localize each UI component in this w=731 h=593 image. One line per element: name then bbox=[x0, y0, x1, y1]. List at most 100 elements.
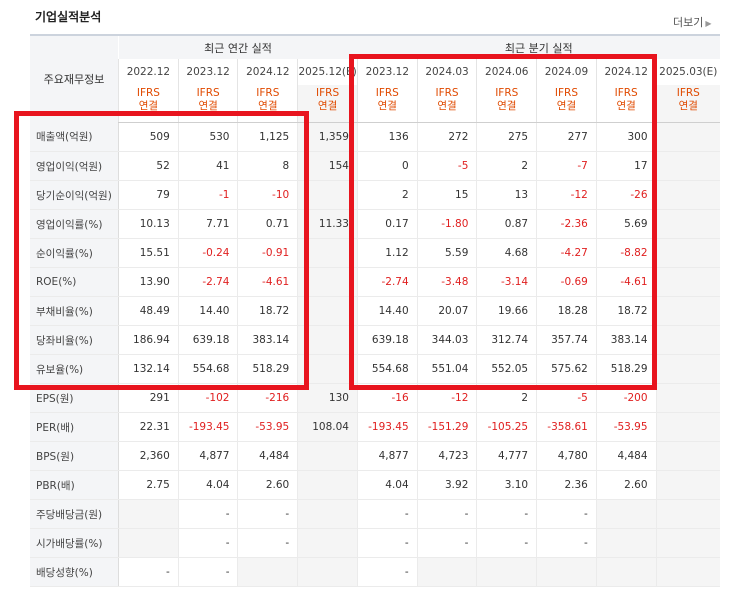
table-cell: 357.74 bbox=[536, 325, 597, 355]
basis-standard: IFRS bbox=[256, 87, 280, 99]
period-header: 2024.12 bbox=[237, 59, 298, 85]
table-cell: - bbox=[177, 528, 238, 558]
table-cell: -3.14 bbox=[476, 267, 537, 297]
table-cell: -151.29 bbox=[416, 412, 477, 442]
table-cell: - bbox=[476, 499, 537, 529]
row-label: 매출액(억원) bbox=[30, 122, 120, 152]
row-label: ROE(%) bbox=[30, 267, 120, 297]
chevron-right-icon: ▶ bbox=[705, 19, 712, 28]
table-cell: 48.49 bbox=[118, 296, 179, 326]
basis-header: IFRS 연결 bbox=[297, 85, 358, 123]
table-cell: -102 bbox=[177, 383, 238, 413]
row-label: 유보율(%) bbox=[30, 354, 120, 384]
table-cell: -1.80 bbox=[416, 209, 477, 239]
table-cell: -53.95 bbox=[237, 412, 298, 442]
period-header: 2024.09 bbox=[536, 59, 597, 85]
period-header: 2025.12(E) bbox=[297, 59, 358, 85]
table-cell: 15 bbox=[416, 180, 477, 210]
basis-standard: IFRS bbox=[614, 87, 638, 99]
basis-scope: 연결 bbox=[616, 100, 636, 112]
period-header: 2025.03(E) bbox=[655, 59, 720, 85]
table-cell: 136 bbox=[356, 122, 418, 152]
table-cell: 41 bbox=[177, 151, 238, 181]
table-cell: 4,877 bbox=[356, 441, 418, 471]
table-cell: 14.40 bbox=[177, 296, 238, 326]
basis-scope: 연결 bbox=[198, 100, 218, 112]
table-cell: 18.72 bbox=[237, 296, 298, 326]
row-label: 당좌비율(%) bbox=[30, 325, 120, 355]
basis-header: IFRS 연결 bbox=[356, 85, 418, 123]
basis-standard: IFRS bbox=[554, 87, 579, 99]
table-cell: -216 bbox=[237, 383, 298, 413]
row-label: 영업이익(억원) bbox=[30, 151, 120, 181]
more-link[interactable]: 더보기 ▶ bbox=[673, 14, 712, 30]
table-cell: 0.71 bbox=[237, 209, 298, 239]
period-header: 2023.12 bbox=[177, 59, 238, 85]
table-cell: 108.04 bbox=[297, 412, 358, 442]
table-cell: -53.95 bbox=[595, 412, 657, 442]
financial-table: 주요재무정보 최근 연간 실적 최근 분기 실적 2022.12 2023.12 2… bbox=[30, 34, 720, 587]
label-header: 주요재무정보 bbox=[30, 34, 119, 123]
table-cell: -12 bbox=[536, 180, 597, 210]
table-cell: 17 bbox=[595, 151, 657, 181]
row-label: 시가배당률(%) bbox=[30, 528, 120, 558]
table-cell bbox=[297, 499, 358, 529]
table-cell bbox=[297, 441, 358, 471]
table-cell: 3.92 bbox=[416, 470, 477, 500]
table-cell bbox=[655, 209, 720, 239]
table-cell: 132.14 bbox=[118, 354, 179, 384]
table-cell: 0.87 bbox=[476, 209, 537, 239]
table-cell: -200 bbox=[595, 383, 657, 413]
table-cell: -2.74 bbox=[356, 267, 418, 297]
table-cell bbox=[297, 354, 358, 384]
table-row: 당좌비율(%) 186.94 639.18 383.14 639.18 344.03 312… bbox=[30, 325, 720, 355]
table-cell: -7 bbox=[536, 151, 597, 181]
table-cell bbox=[237, 557, 298, 587]
basis-header: IFRS 연결 bbox=[655, 85, 720, 123]
basis-standard: IFRS bbox=[375, 87, 399, 99]
period-header: 2024.12 bbox=[595, 59, 657, 85]
period-header: 2023.12 bbox=[356, 59, 418, 85]
period-header: 2022.12 bbox=[118, 59, 179, 85]
basis-header: IFRS 연결 bbox=[476, 85, 537, 123]
table-row: 당기순이익(억원) 79 -1 -10 2 15 13 -12 -26 bbox=[30, 180, 720, 210]
table-cell: -4.61 bbox=[237, 267, 298, 297]
table-cell bbox=[655, 383, 720, 413]
basis-header: IFRS 연결 bbox=[177, 85, 238, 123]
table-cell: 1,125 bbox=[237, 122, 298, 152]
basis-scope: 연결 bbox=[678, 100, 698, 112]
table-cell: -193.45 bbox=[177, 412, 238, 442]
table-cell: 554.68 bbox=[177, 354, 238, 384]
table-row: BPS(원) 2,360 4,877 4,484 4,877 4,723 4,777 4,78… bbox=[30, 441, 720, 471]
table-cell: 2 bbox=[476, 383, 537, 413]
table-cell bbox=[297, 180, 358, 210]
table-cell: 639.18 bbox=[356, 325, 418, 355]
table-cell bbox=[595, 557, 657, 587]
table-cell: 4,484 bbox=[237, 441, 298, 471]
table-cell: - bbox=[237, 528, 298, 558]
table-cell: -0.69 bbox=[536, 267, 597, 297]
table-cell bbox=[118, 499, 179, 529]
table-cell: 575.62 bbox=[536, 354, 597, 384]
table-cell: -0.91 bbox=[237, 238, 298, 268]
row-label: 부채비율(%) bbox=[30, 296, 120, 326]
table-cell: 530 bbox=[177, 122, 238, 152]
annual-group-header: 최근 연간 실적 bbox=[118, 34, 358, 59]
table-cell: 4.04 bbox=[177, 470, 238, 500]
table-cell: 11.33 bbox=[297, 209, 358, 239]
table-cell: 4,484 bbox=[595, 441, 657, 471]
table-cell bbox=[297, 325, 358, 355]
table-cell: -193.45 bbox=[356, 412, 418, 442]
table-cell bbox=[297, 557, 358, 587]
table-cell: 4.04 bbox=[356, 470, 418, 500]
basis-header: IFRS 연결 bbox=[595, 85, 657, 123]
table-row: EPS(원) 291 -102 -216 130 -16 -12 2 -5 -200 bbox=[30, 383, 720, 413]
table-cell: 554.68 bbox=[356, 354, 418, 384]
table-cell bbox=[655, 557, 720, 587]
table-cell: -2.74 bbox=[177, 267, 238, 297]
table-cell: 312.74 bbox=[476, 325, 537, 355]
row-label: BPS(원) bbox=[30, 441, 120, 471]
table-cell: - bbox=[237, 499, 298, 529]
table-cell bbox=[655, 470, 720, 500]
table-cell bbox=[476, 557, 537, 587]
